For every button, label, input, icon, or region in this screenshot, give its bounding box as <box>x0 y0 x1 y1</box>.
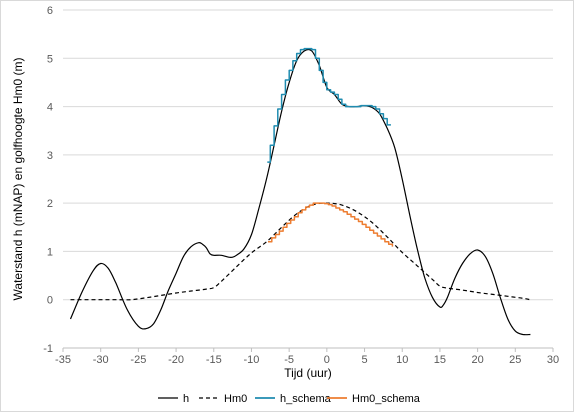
legend-label-h-schema: h_schema <box>280 393 332 405</box>
x-tick-label-2: -25 <box>130 354 146 366</box>
y-tick-label-7: 6 <box>47 5 53 17</box>
y-tick-label-0: -1 <box>43 343 53 355</box>
x-tick-label-10: 15 <box>434 354 446 366</box>
y-axis-title: Waterstand h (mNAP) en golfhoogte Hm0 (m… <box>11 58 25 301</box>
x-axis-title: Tijd (uur) <box>284 366 332 380</box>
x-tick-label-7: 0 <box>324 354 330 366</box>
x-tick-label-11: 20 <box>471 354 483 366</box>
x-tick-label-1: -30 <box>93 354 109 366</box>
y-tick-label-2: 1 <box>47 246 53 258</box>
x-tick-label-5: -10 <box>244 354 260 366</box>
y-tick-label-3: 2 <box>47 198 53 210</box>
legend-label-h: h <box>183 393 189 405</box>
y-tick-label-6: 5 <box>47 53 53 65</box>
series-line-h-schema <box>267 47 391 163</box>
series-line-hm0-schema <box>268 202 394 247</box>
x-tick-label-6: -5 <box>284 354 294 366</box>
x-tick-label-4: -15 <box>206 354 222 366</box>
x-tick-label-8: 5 <box>361 354 367 366</box>
x-tick-label-9: 10 <box>396 354 408 366</box>
series-line-h <box>69 48 531 336</box>
legend-label-hm0: Hm0 <box>224 393 247 405</box>
x-tick-label-13: 30 <box>547 354 559 366</box>
y-tick-label-1: 0 <box>47 295 53 307</box>
y-tick-label-5: 4 <box>47 102 53 114</box>
x-tick-label-0: -35 <box>55 354 71 366</box>
legend-label-hm0-schema: Hm0_schema <box>352 393 421 405</box>
x-tick-label-12: 25 <box>509 354 521 366</box>
legend: h Hm0 h_schema Hm0_schema <box>158 393 421 405</box>
x-tick-label-3: -20 <box>168 354 184 366</box>
y-tick-label-4: 3 <box>47 150 53 162</box>
